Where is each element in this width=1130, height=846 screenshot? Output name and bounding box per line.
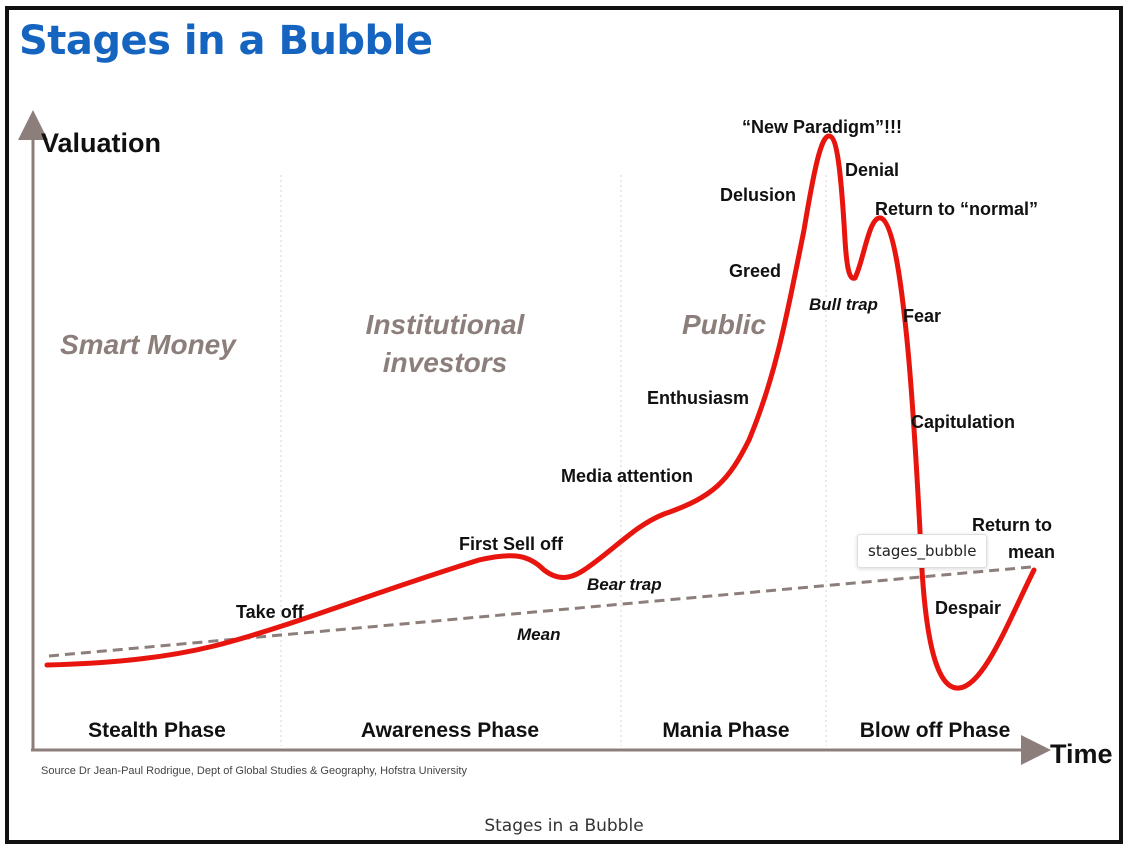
group-label-public: Public [682,309,766,340]
annotation-return-mean-line1: Return to [972,515,1052,535]
annotation-return-normal: Return to “normal” [875,199,1038,219]
phase-label-awareness: Awareness Phase [361,719,539,742]
annotation-return-mean-line2: mean [1008,542,1055,562]
x-axis-label: Time [1050,739,1113,769]
phase-label-stealth: Stealth Phase [88,719,226,742]
phase-label-blowoff: Blow off Phase [860,719,1011,742]
group-label-investors: investors [383,347,508,378]
annotation-bull-trap: Bull trap [809,295,878,314]
annotation-greed: Greed [729,261,781,281]
annotation-first-sell-off: First Sell off [459,534,564,554]
annotation-take-off: Take off [236,602,305,622]
annotation-despair: Despair [935,598,1001,618]
annotation-denial: Denial [845,160,899,180]
annotation-bear-trap: Bear trap [587,575,662,594]
annotation-capitulation: Capitulation [911,412,1015,432]
y-axis-label: Valuation [41,128,161,158]
group-label-smart-money: Smart Money [60,329,237,360]
annotation-fear: Fear [903,306,941,326]
page-title: Stages in a Bubble [19,18,433,64]
bubble-curve [44,133,1037,691]
mean-line [48,565,1032,658]
annotation-media-attention: Media attention [561,466,693,486]
image-tooltip: stages_bubble [857,534,988,568]
annotation-enthusiasm: Enthusiasm [647,388,749,408]
image-caption: Stages in a Bubble [484,816,644,836]
annotation-delusion: Delusion [720,185,796,205]
figure-frame: Stages in a Bubble Valuation Time Smart … [5,6,1123,844]
source-note: Source Dr Jean-Paul Rodrigue, Dept of Gl… [41,765,467,777]
phase-label-mania: Mania Phase [662,719,789,742]
annotation-mean: Mean [517,625,560,644]
annotation-new-paradigm: “New Paradigm”!!! [742,117,902,137]
bubble-diagram: Valuation Time Smart Money Institutional… [18,110,1113,777]
group-label-institutional: Institutional [366,309,526,340]
